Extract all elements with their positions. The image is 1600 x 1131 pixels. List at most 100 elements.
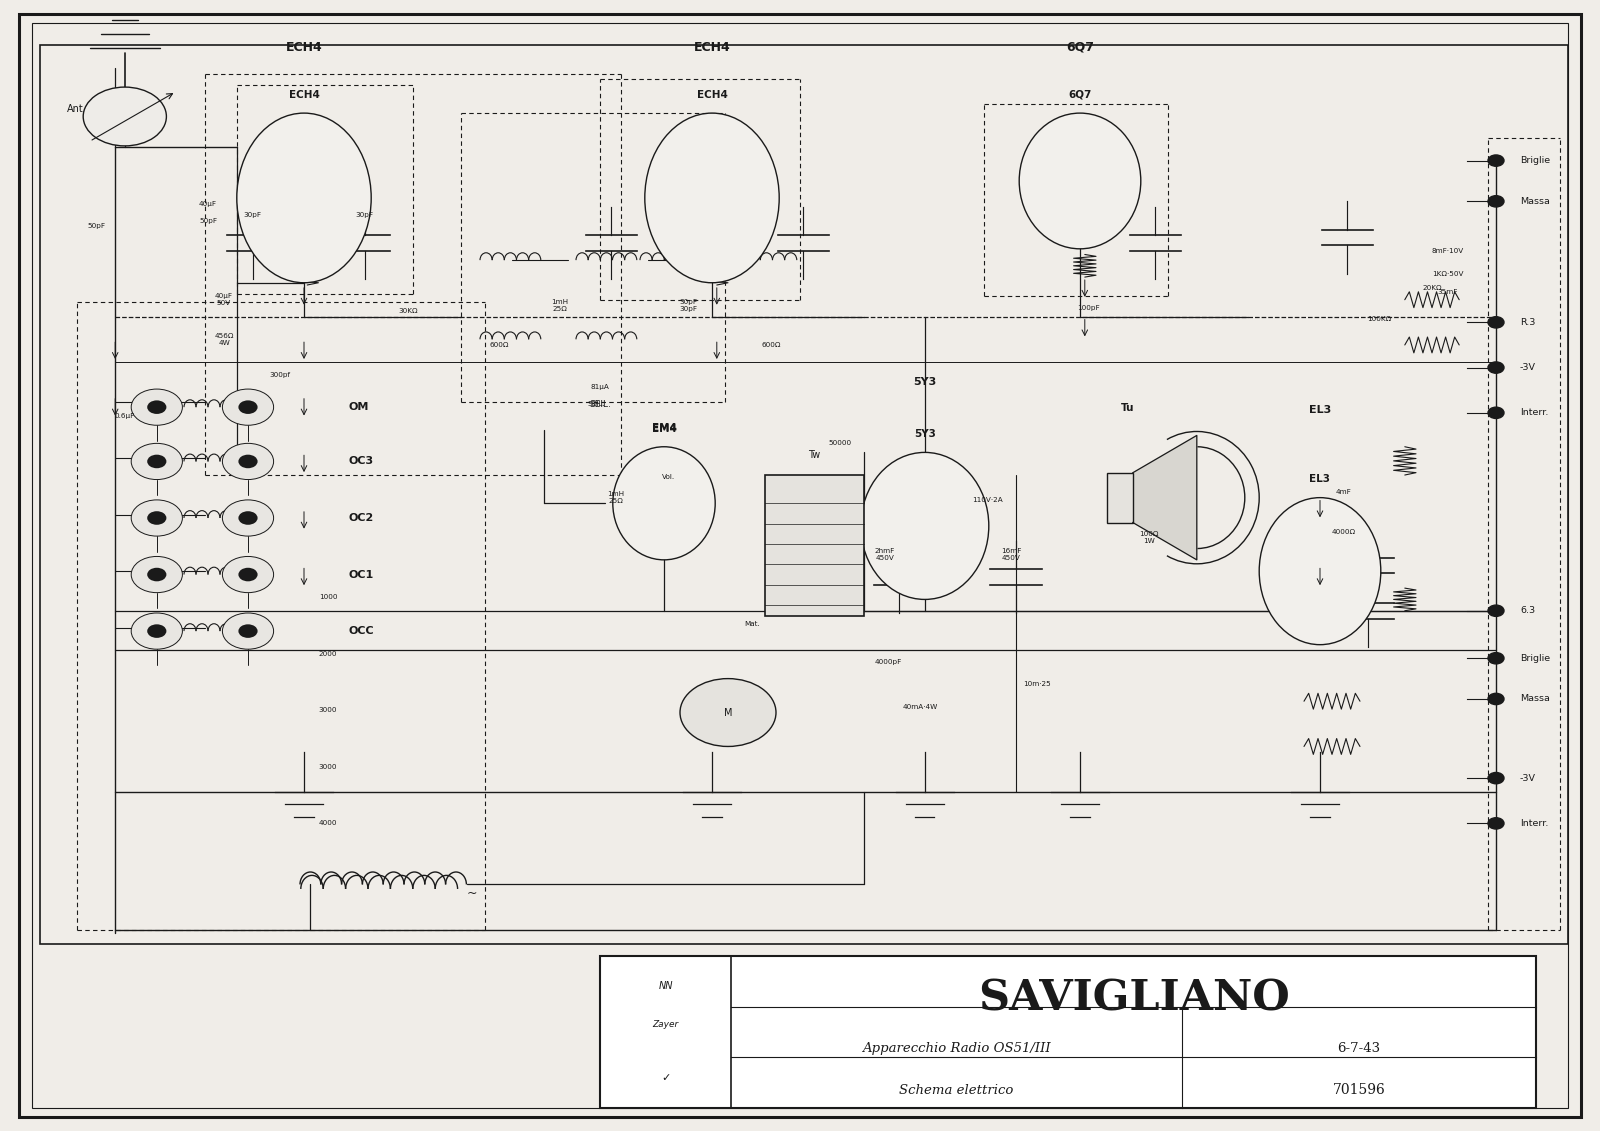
Circle shape: [238, 568, 258, 581]
Circle shape: [238, 400, 258, 414]
Circle shape: [1488, 407, 1504, 418]
Text: 8mF·10V: 8mF·10V: [1432, 248, 1464, 254]
Text: 35mF: 35mF: [1438, 288, 1458, 295]
Circle shape: [222, 613, 274, 649]
Circle shape: [1488, 653, 1504, 664]
Circle shape: [1488, 196, 1504, 207]
Text: Interr.: Interr.: [1520, 408, 1549, 417]
Text: 6Q7: 6Q7: [1069, 89, 1091, 100]
Circle shape: [222, 389, 274, 425]
Circle shape: [680, 679, 776, 746]
Text: OC1: OC1: [349, 570, 374, 579]
Text: 456Ω
4W: 456Ω 4W: [214, 333, 234, 346]
Text: 20KΩ: 20KΩ: [1422, 285, 1442, 292]
Circle shape: [222, 556, 274, 593]
Ellipse shape: [613, 447, 715, 560]
Bar: [765, 475, 864, 616]
Circle shape: [1488, 772, 1504, 784]
Text: Briglie: Briglie: [1520, 654, 1550, 663]
Text: EL3: EL3: [1309, 405, 1331, 415]
Circle shape: [131, 613, 182, 649]
Circle shape: [83, 87, 166, 146]
Text: 1KΩ·50V: 1KΩ·50V: [1432, 270, 1464, 277]
Circle shape: [1488, 693, 1504, 705]
Text: 50pF: 50pF: [86, 223, 106, 230]
Text: 100Ω
1W: 100Ω 1W: [1139, 530, 1158, 544]
Text: SEIL.: SEIL.: [589, 400, 611, 409]
Circle shape: [147, 511, 166, 525]
Text: Massa: Massa: [1520, 197, 1550, 206]
Text: 2000: 2000: [318, 650, 338, 657]
Text: R.3: R.3: [1520, 318, 1536, 327]
Text: ECH4: ECH4: [696, 89, 728, 100]
Circle shape: [238, 624, 258, 638]
Circle shape: [147, 455, 166, 468]
Text: -3V: -3V: [1520, 774, 1536, 783]
Text: 10m·25: 10m·25: [1022, 681, 1051, 688]
Text: 40μF
50V: 40μF 50V: [214, 293, 234, 307]
Text: ~: ~: [467, 887, 477, 900]
Ellipse shape: [1259, 498, 1381, 645]
Text: M: M: [723, 708, 733, 717]
Circle shape: [1488, 155, 1504, 166]
Text: 30KΩ: 30KΩ: [398, 308, 418, 314]
Text: 30pF: 30pF: [355, 211, 374, 218]
Text: ✓: ✓: [661, 1073, 670, 1082]
Text: 5Y3: 5Y3: [914, 377, 936, 387]
Text: 40μF: 40μF: [198, 200, 218, 207]
Text: 3000: 3000: [318, 707, 338, 714]
Text: EM4: EM4: [651, 424, 677, 434]
Text: 50000: 50000: [829, 440, 851, 447]
Circle shape: [1488, 362, 1504, 373]
Text: SEIL.: SEIL.: [587, 400, 606, 407]
Text: Massa: Massa: [1520, 694, 1550, 703]
Bar: [40, 45, 1568, 944]
Ellipse shape: [645, 113, 779, 283]
Circle shape: [1488, 818, 1504, 829]
Text: 1mH
25Ω: 1mH 25Ω: [608, 491, 624, 504]
Text: Tu: Tu: [1122, 403, 1134, 413]
Text: 4000pF: 4000pF: [874, 658, 902, 665]
Text: OC3: OC3: [349, 457, 374, 466]
Circle shape: [131, 443, 182, 480]
Text: OCC: OCC: [349, 627, 374, 636]
Circle shape: [131, 389, 182, 425]
Circle shape: [238, 511, 258, 525]
Text: -3V: -3V: [1520, 363, 1536, 372]
Circle shape: [131, 556, 182, 593]
Circle shape: [147, 624, 166, 638]
Text: 3000: 3000: [318, 763, 338, 770]
Text: Ant.: Ant.: [67, 104, 86, 114]
Text: 4000Ω: 4000Ω: [1331, 528, 1357, 535]
Text: 4000: 4000: [318, 820, 338, 827]
Text: 4mF: 4mF: [1336, 489, 1352, 495]
Text: 100pF: 100pF: [1077, 304, 1099, 311]
Circle shape: [222, 443, 274, 480]
Text: EL3: EL3: [1309, 474, 1331, 484]
Circle shape: [1488, 605, 1504, 616]
Text: 40mA·4W: 40mA·4W: [902, 703, 938, 710]
Text: Zayer: Zayer: [653, 1020, 678, 1029]
Text: Schema elettrico: Schema elettrico: [899, 1083, 1014, 1097]
Circle shape: [147, 400, 166, 414]
Text: 701596: 701596: [1333, 1083, 1386, 1097]
Text: NN: NN: [658, 982, 674, 991]
Text: 6Q7: 6Q7: [1066, 41, 1094, 54]
Circle shape: [1488, 317, 1504, 328]
Text: OM: OM: [349, 403, 370, 412]
Text: 6-7-43: 6-7-43: [1338, 1043, 1381, 1055]
Ellipse shape: [1019, 113, 1141, 249]
Text: 50pF: 50pF: [198, 217, 218, 224]
Text: Tw: Tw: [808, 450, 821, 460]
Bar: [600, 956, 1536, 1108]
Text: Apparecchio Radio OS51/III: Apparecchio Radio OS51/III: [862, 1043, 1051, 1055]
Text: Briglie: Briglie: [1520, 156, 1550, 165]
Circle shape: [238, 455, 258, 468]
Text: 1000: 1000: [318, 594, 338, 601]
Bar: [1107, 473, 1133, 523]
Text: Mat.: Mat.: [744, 621, 760, 628]
Polygon shape: [1133, 435, 1197, 560]
Text: 110V·2A: 110V·2A: [971, 497, 1003, 503]
Text: OC2: OC2: [349, 513, 374, 523]
Text: Vol.: Vol.: [662, 474, 675, 481]
